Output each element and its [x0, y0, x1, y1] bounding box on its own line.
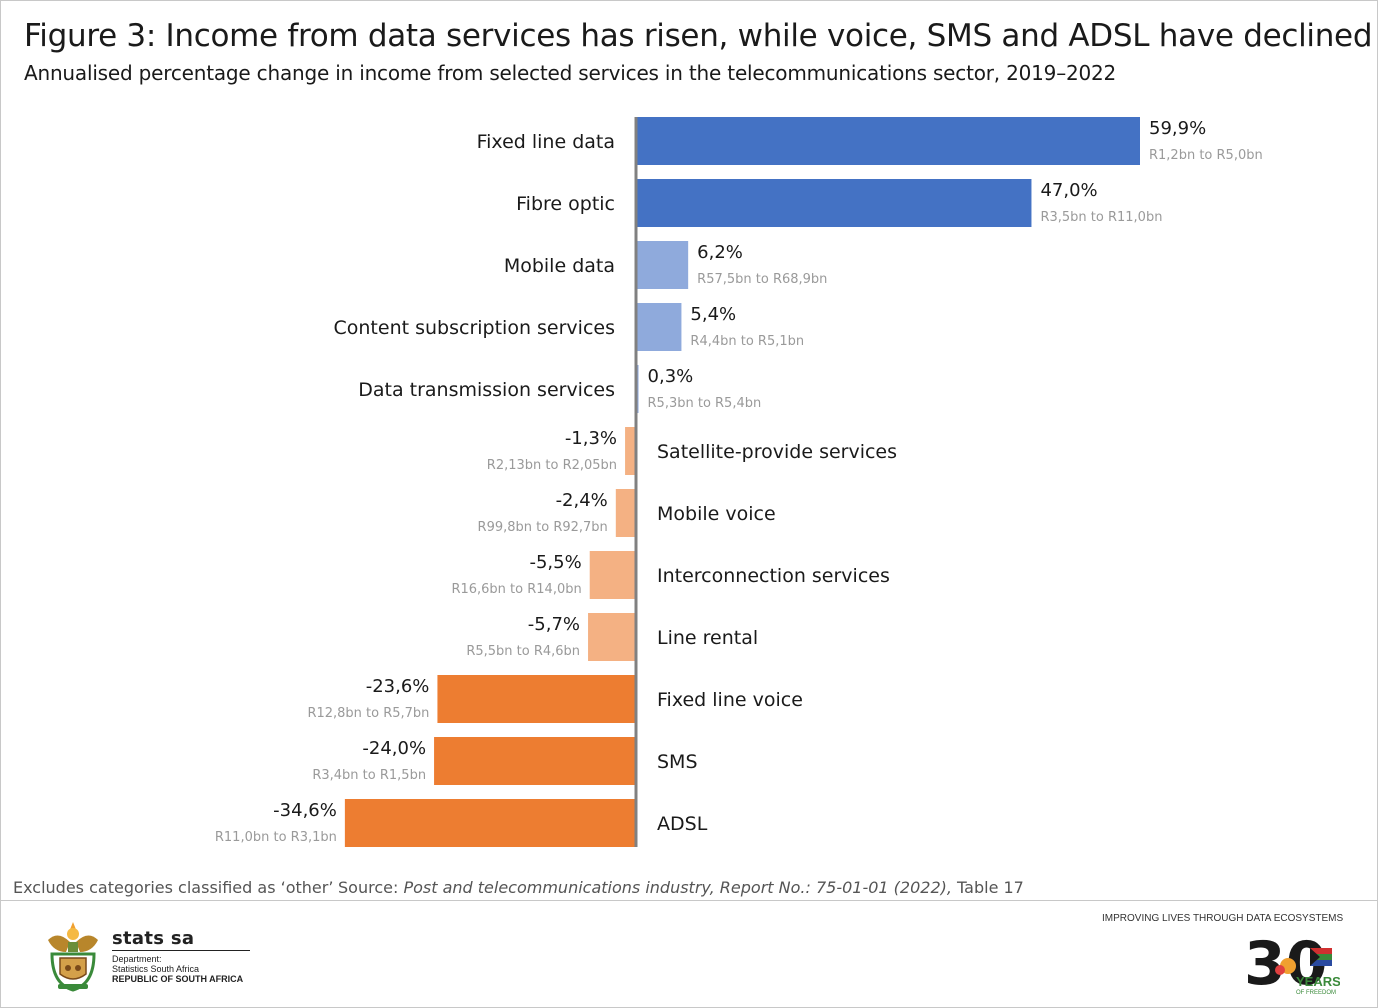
category-label: Fixed line data: [477, 131, 615, 153]
source-note: Source: Post and telecommunications indu…: [338, 878, 1024, 897]
bar: [625, 427, 636, 475]
chart-subtitle: Annualised percentage change in income f…: [24, 61, 1117, 85]
category-label: Fibre optic: [516, 193, 615, 215]
range-annotation: R2,13bn to R2,05bn: [487, 458, 617, 473]
category-label: SMS: [657, 751, 698, 773]
value-label: -5,5%: [529, 552, 581, 573]
bar: [589, 551, 636, 599]
source-prefix: Source:: [338, 878, 404, 897]
bar: [636, 179, 1032, 227]
category-label: Interconnection services: [657, 565, 890, 587]
footer-divider: [0, 900, 1378, 901]
dept-line-1: Department:: [112, 954, 162, 964]
category-label: Mobile data: [504, 255, 615, 277]
range-annotation: R1,2bn to R5,0bn: [1149, 148, 1263, 163]
value-label: 6,2%: [697, 242, 743, 263]
range-annotation: R12,8bn to R5,7bn: [307, 706, 429, 721]
range-annotation: R57,5bn to R68,9bn: [697, 272, 827, 287]
coat-of-arms-icon: [48, 922, 98, 992]
value-label: 59,9%: [1149, 118, 1206, 139]
source-title: Post and telecommunications industry, Re…: [403, 878, 952, 897]
logo-rule: [112, 950, 250, 951]
bar: [437, 675, 636, 723]
bar: [434, 737, 636, 785]
range-annotation: R11,0bn to R3,1bn: [215, 830, 337, 845]
bar: [615, 489, 636, 537]
chart-title: Figure 3: Income from data services has …: [24, 18, 1373, 54]
range-annotation: R3,4bn to R1,5bn: [312, 768, 426, 783]
value-label: -34,6%: [273, 800, 337, 821]
category-label: Line rental: [657, 627, 758, 649]
svg-text:OF FREEDOM: OF FREEDOM: [1296, 990, 1336, 996]
bar-chart: Fixed line data 59,9% R1,2bn to R5,0bn Fibr…: [215, 117, 1263, 847]
footnote: Excludes categories classified as ‘other…: [13, 878, 334, 897]
source-suffix: Table 17: [951, 878, 1024, 897]
category-label: Fixed line voice: [657, 689, 803, 711]
value-label: -23,6%: [366, 676, 430, 697]
range-annotation: R3,5bn to R11,0bn: [1040, 210, 1162, 225]
department-text: Department: Statistics South Africa REPU…: [112, 954, 243, 984]
value-label: -2,4%: [556, 490, 608, 511]
bar: [636, 241, 689, 289]
category-label: Content subscription services: [334, 317, 616, 339]
value-label: 5,4%: [690, 304, 736, 325]
category-label: Satellite-provide services: [657, 441, 897, 463]
range-annotation: R5,3bn to R5,4bn: [648, 396, 762, 411]
bar: [636, 117, 1140, 165]
bar: [344, 799, 636, 847]
value-label: -5,7%: [528, 614, 580, 635]
category-label: Mobile voice: [657, 503, 776, 525]
bar: [636, 303, 682, 351]
range-annotation: R99,8bn to R92,7bn: [478, 520, 608, 535]
value-label: -24,0%: [362, 738, 426, 759]
stats-sa-logo-text: stats sa: [112, 928, 195, 949]
category-label: Data transmission services: [358, 379, 615, 401]
bar: [588, 613, 636, 661]
dept-line-3: REPUBLIC OF SOUTH AFRICA: [112, 974, 244, 984]
dept-line-2: Statistics South Africa: [112, 964, 200, 974]
tagline: IMPROVING LIVES THROUGH DATA ECOSYSTEMS: [1102, 913, 1344, 924]
30-years-freedom-logo-icon: 30 YEARS OF FREEDOM: [1244, 929, 1340, 998]
value-label: 0,3%: [648, 366, 694, 387]
range-annotation: R16,6bn to R14,0bn: [451, 582, 581, 597]
category-label: ADSL: [657, 813, 708, 835]
range-annotation: R4,4bn to R5,1bn: [690, 334, 804, 349]
value-label: 47,0%: [1040, 180, 1097, 201]
svg-text:YEARS: YEARS: [1296, 974, 1340, 989]
range-annotation: R5,5bn to R4,6bn: [466, 644, 580, 659]
value-label: -1,3%: [565, 428, 617, 449]
